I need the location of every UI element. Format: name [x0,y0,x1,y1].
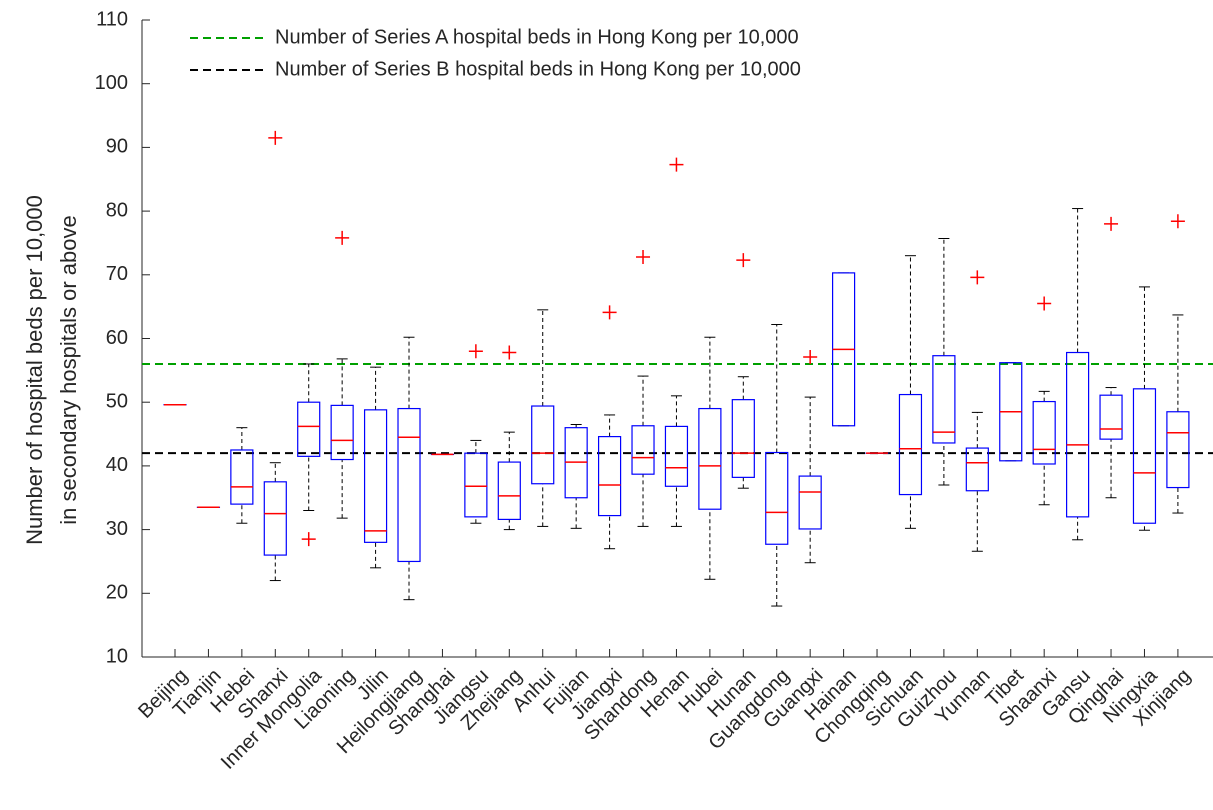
box [297,401,321,457]
box [932,355,956,444]
box [664,425,689,487]
box [965,447,989,492]
y-tick-label: 30 [106,518,128,540]
outlier [970,270,985,285]
box [230,449,254,505]
outlier [335,230,350,245]
y-tick-label: 10 [106,645,128,667]
box [1066,351,1090,518]
y-tick-label: 20 [106,582,128,604]
outlier [602,305,617,320]
outlier [468,344,483,359]
box [698,407,722,510]
y-tick-label: 80 [106,199,128,221]
outlier [803,349,818,364]
outlier [268,130,283,145]
y-tick-label: 60 [106,327,128,349]
outlier [669,157,684,172]
y-tick-label: 100 [95,72,128,94]
box [631,425,655,475]
y-tick-label: 50 [106,390,128,412]
outlier [502,345,517,360]
y-tick-label: 90 [106,136,128,158]
box [263,481,287,556]
legend-label: Number of Series B hospital beds in Hong… [275,58,801,80]
box [731,399,755,478]
box [531,405,555,485]
outlier [1037,296,1052,311]
box [363,409,388,543]
box [1132,388,1157,524]
legend-label: Number of Series A hospital beds in Hong… [275,26,799,48]
box [1166,411,1190,489]
y-axis-label: Number of hospital beds per 10,000 [22,195,47,545]
box [464,452,488,518]
outlier [1170,214,1185,229]
outlier [636,249,651,264]
outlier [1104,216,1119,231]
outlier [736,253,751,268]
y-tick-label: 110 [96,8,128,30]
box [1099,394,1123,440]
box [330,404,354,461]
box [397,407,421,563]
box [1032,400,1056,465]
y-axis-label: in secondary hospitals or above [56,215,81,524]
box [497,461,521,521]
y-tick-label: 40 [106,454,128,476]
box [765,451,789,545]
box [898,393,923,496]
box [798,475,822,530]
outlier [301,532,316,547]
y-tick-label: 70 [106,263,128,285]
box [597,435,622,517]
